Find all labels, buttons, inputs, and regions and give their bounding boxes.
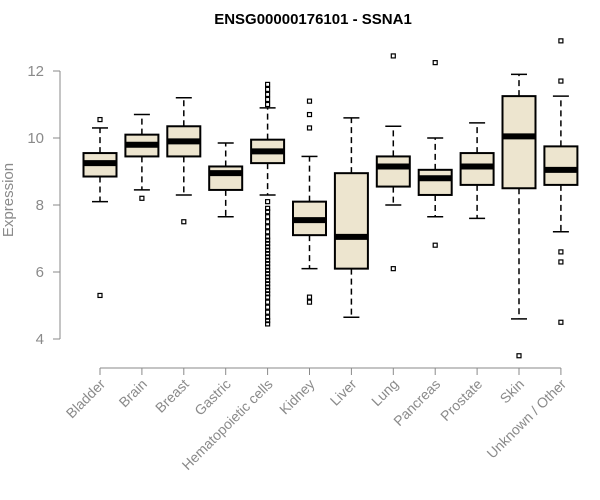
outlier-point bbox=[265, 240, 271, 247]
y-tick-label: 8 bbox=[36, 197, 44, 214]
iqr-box bbox=[333, 172, 369, 270]
outlier-point bbox=[265, 321, 271, 327]
outlier-point bbox=[265, 205, 271, 211]
x-tick-label: Bladder bbox=[63, 376, 109, 422]
iqr-box bbox=[417, 168, 453, 196]
outlier-point bbox=[265, 254, 271, 260]
x-tick-label: Kidney bbox=[276, 376, 318, 418]
outlier-point bbox=[265, 299, 271, 305]
outlier-point bbox=[306, 125, 313, 131]
outlier-point bbox=[390, 53, 396, 59]
outlier-point bbox=[265, 261, 271, 267]
x-tick-label: Breast bbox=[152, 376, 192, 416]
outlier-point bbox=[265, 96, 271, 103]
y-tick-label: 12 bbox=[27, 63, 44, 80]
outlier-point bbox=[265, 219, 271, 225]
outlier-point bbox=[516, 353, 522, 359]
outlier-point bbox=[139, 195, 145, 201]
outlier-point bbox=[265, 214, 271, 220]
x-tick-label: Unknown / Other bbox=[483, 376, 569, 462]
x-tick-label: Prostate bbox=[437, 376, 485, 424]
outlier-point bbox=[265, 91, 271, 98]
outlier-point bbox=[97, 292, 103, 299]
outlier-point bbox=[306, 294, 313, 300]
outlier-point bbox=[265, 294, 271, 300]
outlier-point bbox=[97, 116, 103, 123]
outlier-point bbox=[265, 317, 271, 324]
outlier-point bbox=[265, 277, 271, 283]
outlier-point bbox=[265, 267, 271, 273]
outlier-point bbox=[558, 38, 564, 44]
outlier-point bbox=[265, 281, 271, 287]
outlier-point bbox=[265, 284, 271, 290]
outlier-point bbox=[265, 224, 271, 230]
iqr-box bbox=[501, 95, 537, 190]
x-tick-label: Brain bbox=[116, 376, 150, 410]
x-tick-label: Skin bbox=[497, 376, 528, 407]
iqr-box bbox=[375, 155, 411, 188]
outlier-point bbox=[265, 199, 271, 205]
outlier-point bbox=[432, 60, 438, 66]
x-tick-label: Pancreas bbox=[390, 376, 443, 429]
y-tick-label: 10 bbox=[27, 130, 44, 147]
outlier-point bbox=[265, 250, 271, 257]
x-tick-label: Liver bbox=[327, 376, 360, 409]
outlier-point bbox=[265, 81, 271, 88]
x-tick-label: Lung bbox=[368, 376, 401, 409]
box-group bbox=[501, 73, 537, 359]
iqr-box bbox=[208, 165, 244, 191]
box-group bbox=[375, 53, 411, 272]
box-group bbox=[166, 97, 202, 225]
chart-title: ENSG00000176101 - SSNA1 bbox=[214, 11, 412, 28]
outlier-point bbox=[265, 309, 271, 315]
box-group bbox=[82, 116, 118, 299]
outlier-point bbox=[265, 274, 271, 280]
outlier-point bbox=[265, 101, 271, 108]
outlier-point bbox=[265, 257, 271, 263]
y-axis-label: Expression bbox=[0, 163, 17, 237]
outlier-point bbox=[306, 299, 313, 305]
y-tick-label: 6 bbox=[36, 264, 44, 281]
outlier-point bbox=[558, 78, 564, 84]
outlier-point bbox=[432, 242, 438, 248]
outlier-point bbox=[265, 229, 271, 235]
iqr-box bbox=[543, 145, 579, 186]
outlier-point bbox=[265, 209, 271, 215]
box-group bbox=[250, 81, 286, 327]
y-tick-label: 4 bbox=[36, 331, 44, 348]
outlier-point bbox=[306, 98, 313, 104]
box-group bbox=[292, 98, 327, 305]
outlier-point bbox=[558, 249, 564, 255]
outlier-point bbox=[558, 259, 564, 265]
box-group bbox=[124, 113, 160, 201]
outlier-point bbox=[265, 244, 271, 250]
outlier-point bbox=[390, 266, 396, 272]
outlier-point bbox=[265, 237, 271, 243]
outlier-point bbox=[306, 111, 313, 118]
outlier-point bbox=[265, 291, 271, 297]
outlier-point bbox=[265, 234, 271, 240]
outlier-point bbox=[265, 304, 271, 310]
outlier-point bbox=[265, 271, 271, 277]
box-group bbox=[543, 38, 579, 325]
outlier-point bbox=[558, 319, 564, 325]
outlier-point bbox=[265, 287, 271, 294]
box-group bbox=[417, 60, 453, 248]
outlier-point bbox=[181, 219, 187, 225]
box-group bbox=[333, 117, 369, 318]
box-group bbox=[208, 142, 244, 218]
outlier-point bbox=[265, 314, 271, 320]
box-group bbox=[459, 122, 495, 220]
outlier-point bbox=[265, 264, 271, 270]
outlier-point bbox=[265, 86, 271, 93]
outlier-point bbox=[265, 247, 271, 253]
boxes bbox=[82, 38, 579, 359]
